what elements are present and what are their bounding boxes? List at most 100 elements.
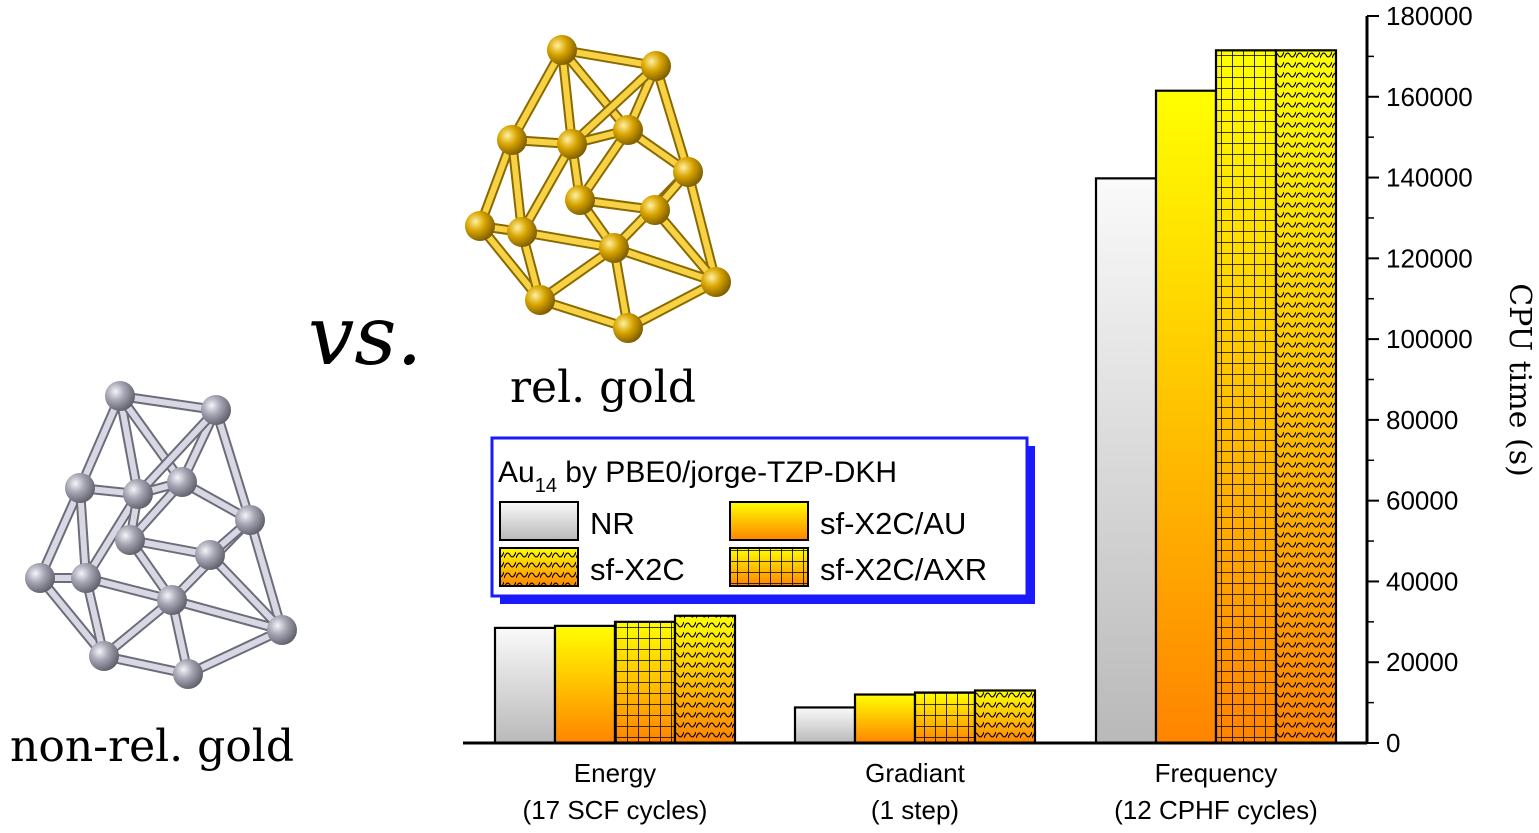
atom	[89, 641, 119, 671]
bond	[37, 575, 107, 659]
bar-pattern-overlay	[673, 614, 737, 745]
bar-sf-x2c-au	[553, 624, 617, 745]
bond	[611, 245, 719, 285]
y-tick-label: 160000	[1386, 82, 1473, 112]
atom	[673, 157, 703, 187]
atom	[157, 585, 187, 615]
bar-sf-x2c-au	[853, 693, 917, 745]
atom	[565, 185, 595, 215]
bond	[559, 47, 631, 133]
y-tick-label: 180000	[1386, 1, 1473, 31]
atom	[267, 615, 297, 645]
bond	[117, 393, 185, 485]
atom	[173, 659, 203, 689]
legend-swatch-pattern	[499, 547, 579, 587]
bar-nr	[1094, 177, 1158, 745]
bond	[117, 393, 219, 413]
bar-pattern-overlay	[1274, 49, 1338, 745]
bond	[519, 141, 575, 235]
legend-label: sf-X2C/AXR	[820, 552, 987, 587]
x-category-label: (12 CPHF cycles)	[1114, 795, 1318, 825]
y-tick-label: 40000	[1386, 566, 1458, 596]
legend-title-main: Au	[498, 456, 535, 489]
atom	[123, 479, 153, 509]
y-tick-label: 60000	[1386, 486, 1458, 516]
bond	[477, 137, 515, 229]
atom	[613, 115, 643, 145]
bond	[652, 207, 719, 285]
bond	[519, 229, 617, 251]
bond	[169, 597, 285, 633]
legend-title-rest: by PBE0/jorge-TZP-DKH	[557, 456, 897, 489]
atom	[547, 35, 577, 65]
atom	[701, 267, 731, 297]
atom	[613, 313, 643, 343]
bond	[653, 63, 691, 175]
atom	[195, 540, 225, 570]
bar-pattern-overlay	[613, 620, 677, 745]
atom	[235, 505, 265, 535]
atom	[497, 125, 527, 155]
atom	[640, 195, 670, 225]
bond	[537, 245, 617, 303]
legend-box	[490, 436, 1029, 598]
bond	[685, 169, 719, 285]
bond	[185, 627, 285, 677]
y-tick-label: 0	[1386, 728, 1400, 758]
bond	[213, 407, 253, 523]
bond	[83, 491, 141, 581]
atom	[71, 563, 101, 593]
y-tick-label: 120000	[1386, 243, 1473, 273]
rel-gold-label: rel. gold	[510, 362, 696, 413]
bond	[509, 137, 525, 235]
atom	[465, 211, 495, 241]
bond	[135, 407, 219, 497]
bond	[537, 297, 631, 331]
y-tick-label: 100000	[1386, 324, 1473, 354]
bond	[247, 517, 285, 633]
legend-swatch-pattern	[729, 547, 809, 587]
legend-title-subscript: 14	[535, 475, 557, 497]
bond	[77, 485, 89, 581]
bond	[509, 47, 565, 143]
relativistic-gold-cluster-illustration	[465, 35, 731, 343]
legend: Au14 by PBE0/jorge-TZP-DKH NR sf-X2C/AU sf…	[490, 436, 1035, 604]
vs-text: vs.	[308, 289, 422, 384]
legend-label: NR	[590, 506, 635, 541]
bar-nr	[493, 626, 557, 745]
bond	[559, 47, 575, 147]
atom	[507, 217, 537, 247]
nonrelativistic-gold-cluster-illustration	[25, 381, 297, 689]
bar-sf-x2c-au	[1154, 89, 1218, 745]
atom	[105, 381, 135, 411]
bond	[625, 279, 719, 331]
x-category-label: Gradiant	[865, 758, 965, 788]
atom	[599, 233, 629, 263]
legend-items: NR sf-X2C/AU sf-X2C sf-X2C/AXR	[499, 501, 987, 587]
x-category-label: Frequency	[1155, 758, 1278, 788]
bond	[207, 552, 285, 633]
atom	[25, 563, 55, 593]
y-axis-ticks: 0 20000 40000 60000 80000 100000 120000 140000 1…	[1367, 1, 1473, 758]
x-category-label: Energy	[574, 758, 656, 788]
bar-pattern-overlay	[973, 689, 1037, 745]
legend-swatch	[499, 501, 579, 541]
atom	[167, 467, 197, 497]
y-tick-label: 140000	[1386, 163, 1473, 193]
legend-label: sf-X2C	[590, 552, 685, 587]
x-category-label: (1 step)	[871, 795, 959, 825]
bar-nr	[793, 706, 857, 745]
nonrel-gold-label: non-rel. gold	[10, 721, 294, 772]
bond	[37, 485, 83, 581]
bond	[477, 223, 543, 303]
bond	[117, 393, 141, 497]
atom	[115, 525, 145, 555]
bar-series-group	[493, 49, 1338, 745]
x-axis-category-labels: Energy (17 SCF cycles) Gradiant (1 step) Fre…	[523, 758, 1318, 825]
legend-title: Au14 by PBE0/jorge-TZP-DKH	[498, 456, 897, 497]
atom	[641, 51, 671, 81]
y-tick-label: 80000	[1386, 405, 1458, 435]
bar-pattern-overlay	[1214, 49, 1278, 745]
bar-pattern-overlay	[913, 691, 977, 745]
